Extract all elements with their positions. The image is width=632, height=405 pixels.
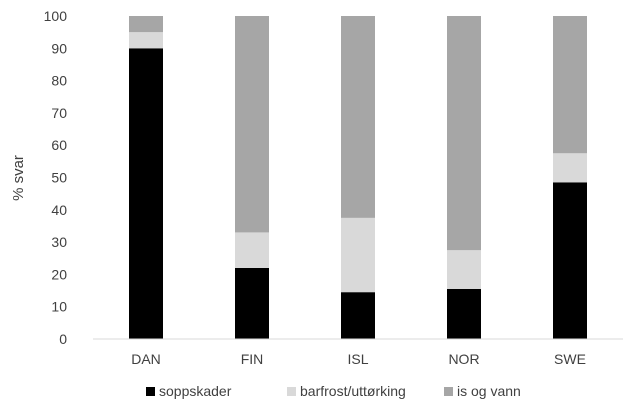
- legend: soppskader barfrost/uttørking is og vann: [146, 383, 521, 399]
- bar-isl-2: [341, 16, 375, 218]
- x-tick-label: DAN: [131, 351, 161, 367]
- y-tick-label: 20: [51, 266, 67, 282]
- bar-nor-0: [447, 288, 481, 339]
- bar-dan-2: [129, 16, 163, 33]
- bar-swe-1: [553, 153, 587, 183]
- legend-swatch: [287, 387, 296, 396]
- bar-nor-2: [447, 16, 481, 251]
- y-tick-label: 40: [51, 202, 67, 218]
- y-axis-ticks: 0 10 20 30 40 50 60 70 80 90 100: [44, 8, 68, 347]
- legend-swatch: [146, 387, 155, 396]
- x-tick-label: FIN: [241, 351, 264, 367]
- bar-dan-0: [129, 48, 163, 340]
- legend-label: soppskader: [159, 383, 232, 399]
- legend-swatch: [444, 387, 453, 396]
- bar-isl-0: [341, 292, 375, 339]
- y-tick-label: 70: [51, 105, 67, 121]
- y-tick-label: 80: [51, 73, 67, 89]
- bar-fin-2: [235, 16, 269, 233]
- bar-fin-0: [235, 267, 269, 339]
- bar-swe-2: [553, 16, 587, 154]
- y-tick-label: 30: [51, 234, 67, 250]
- y-tick-label: 100: [44, 8, 68, 24]
- bar-fin-1: [235, 232, 269, 268]
- y-tick-label: 0: [59, 331, 67, 347]
- x-tick-label: NOR: [448, 351, 479, 367]
- legend-label: barfrost/uttørking: [300, 383, 406, 399]
- bar-isl-1: [341, 217, 375, 293]
- y-tick-label: 60: [51, 137, 67, 153]
- bar-nor-1: [447, 250, 481, 289]
- x-tick-label: SWE: [554, 351, 586, 367]
- y-tick-label: 50: [51, 170, 67, 186]
- bar-swe-0: [553, 182, 587, 339]
- x-tick-label: ISL: [347, 351, 368, 367]
- y-axis-title: % svar: [10, 155, 27, 201]
- y-tick-label: 90: [51, 40, 67, 56]
- bar-dan-1: [129, 32, 163, 49]
- bars: [129, 16, 587, 340]
- legend-label: is og vann: [457, 383, 521, 399]
- y-tick-label: 10: [51, 299, 67, 315]
- x-axis-ticks: DAN FIN ISL NOR SWE: [131, 351, 586, 367]
